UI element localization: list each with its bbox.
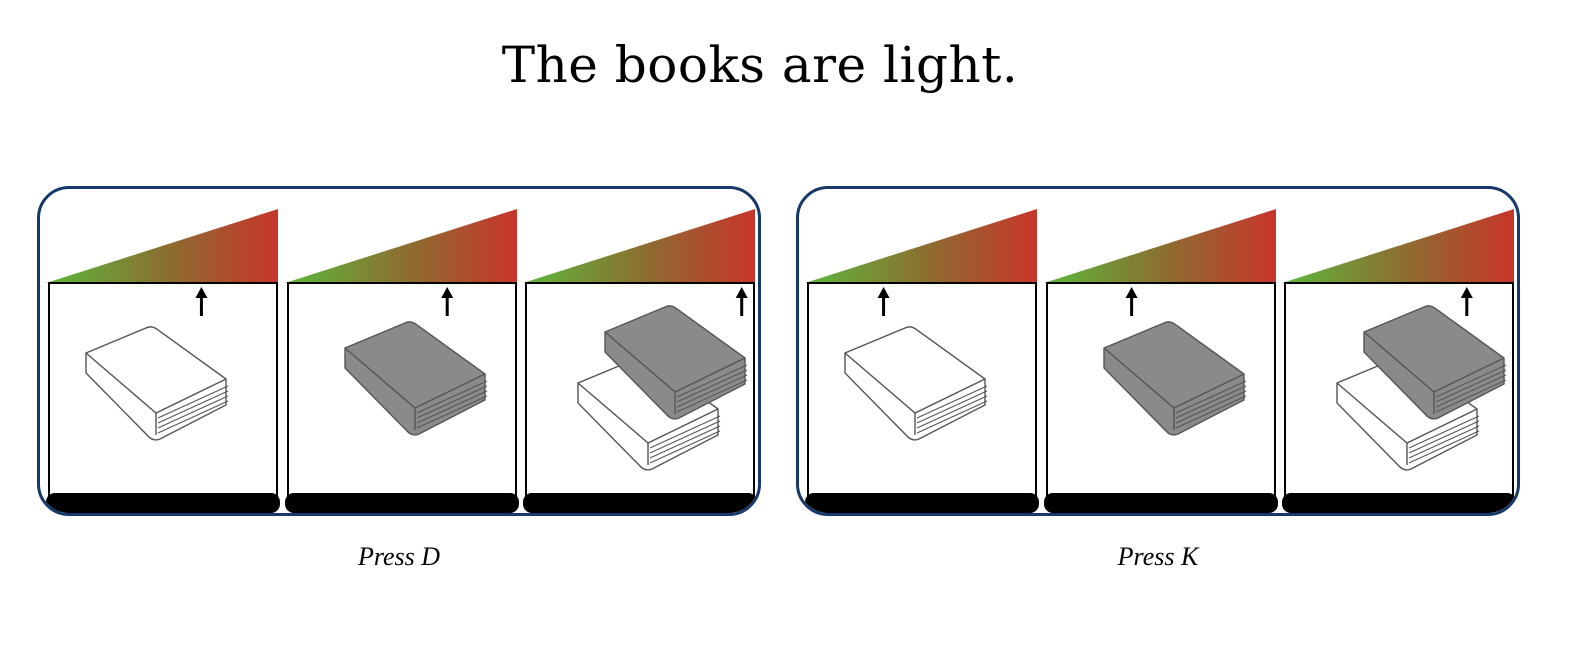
single-light-book-icon: [844, 326, 988, 441]
panel-base-bar: [1282, 493, 1516, 513]
panel-base-bar: [805, 493, 1039, 513]
option-k-panel-1: [805, 203, 1039, 513]
indicator-arrow-icon: [441, 287, 454, 316]
press-d-caption: Press D: [357, 542, 441, 571]
option-d-panel-1: [46, 203, 280, 513]
stacked-books-icon: [577, 305, 748, 471]
option-k-card[interactable]: [796, 186, 1520, 516]
option-d-card[interactable]: [37, 186, 761, 516]
indicator-arrow-icon: [1460, 287, 1473, 316]
indicator-arrow-icon: [877, 287, 890, 316]
panel-base-bar: [285, 493, 519, 513]
panel-base-bar: [523, 493, 757, 513]
weight-scale-wedge: [1282, 209, 1514, 283]
stacked-books-icon: [1336, 305, 1507, 471]
panel-base-bar: [46, 493, 280, 513]
option-k-panel-2: [1044, 203, 1278, 513]
indicator-arrow-icon: [1125, 287, 1138, 316]
indicator-arrow-icon: [735, 287, 748, 316]
panel-base-bar: [1044, 493, 1278, 513]
option-k-panel-3: [1282, 203, 1516, 513]
option-d-panel-3: [523, 203, 757, 513]
weight-scale-wedge: [285, 209, 517, 283]
option-d-panel-2: [285, 203, 519, 513]
weight-scale-wedge: [46, 209, 278, 283]
single-heavy-book-icon: [1103, 321, 1247, 436]
single-light-book-icon: [85, 326, 229, 441]
weight-scale-wedge: [805, 209, 1037, 283]
indicator-arrow-icon: [195, 287, 208, 316]
single-heavy-book-icon: [344, 321, 488, 436]
statement-title: The books are light.: [501, 36, 1019, 94]
weight-scale-wedge: [523, 209, 755, 283]
press-k-caption: Press K: [1117, 542, 1199, 571]
weight-scale-wedge: [1044, 209, 1276, 283]
